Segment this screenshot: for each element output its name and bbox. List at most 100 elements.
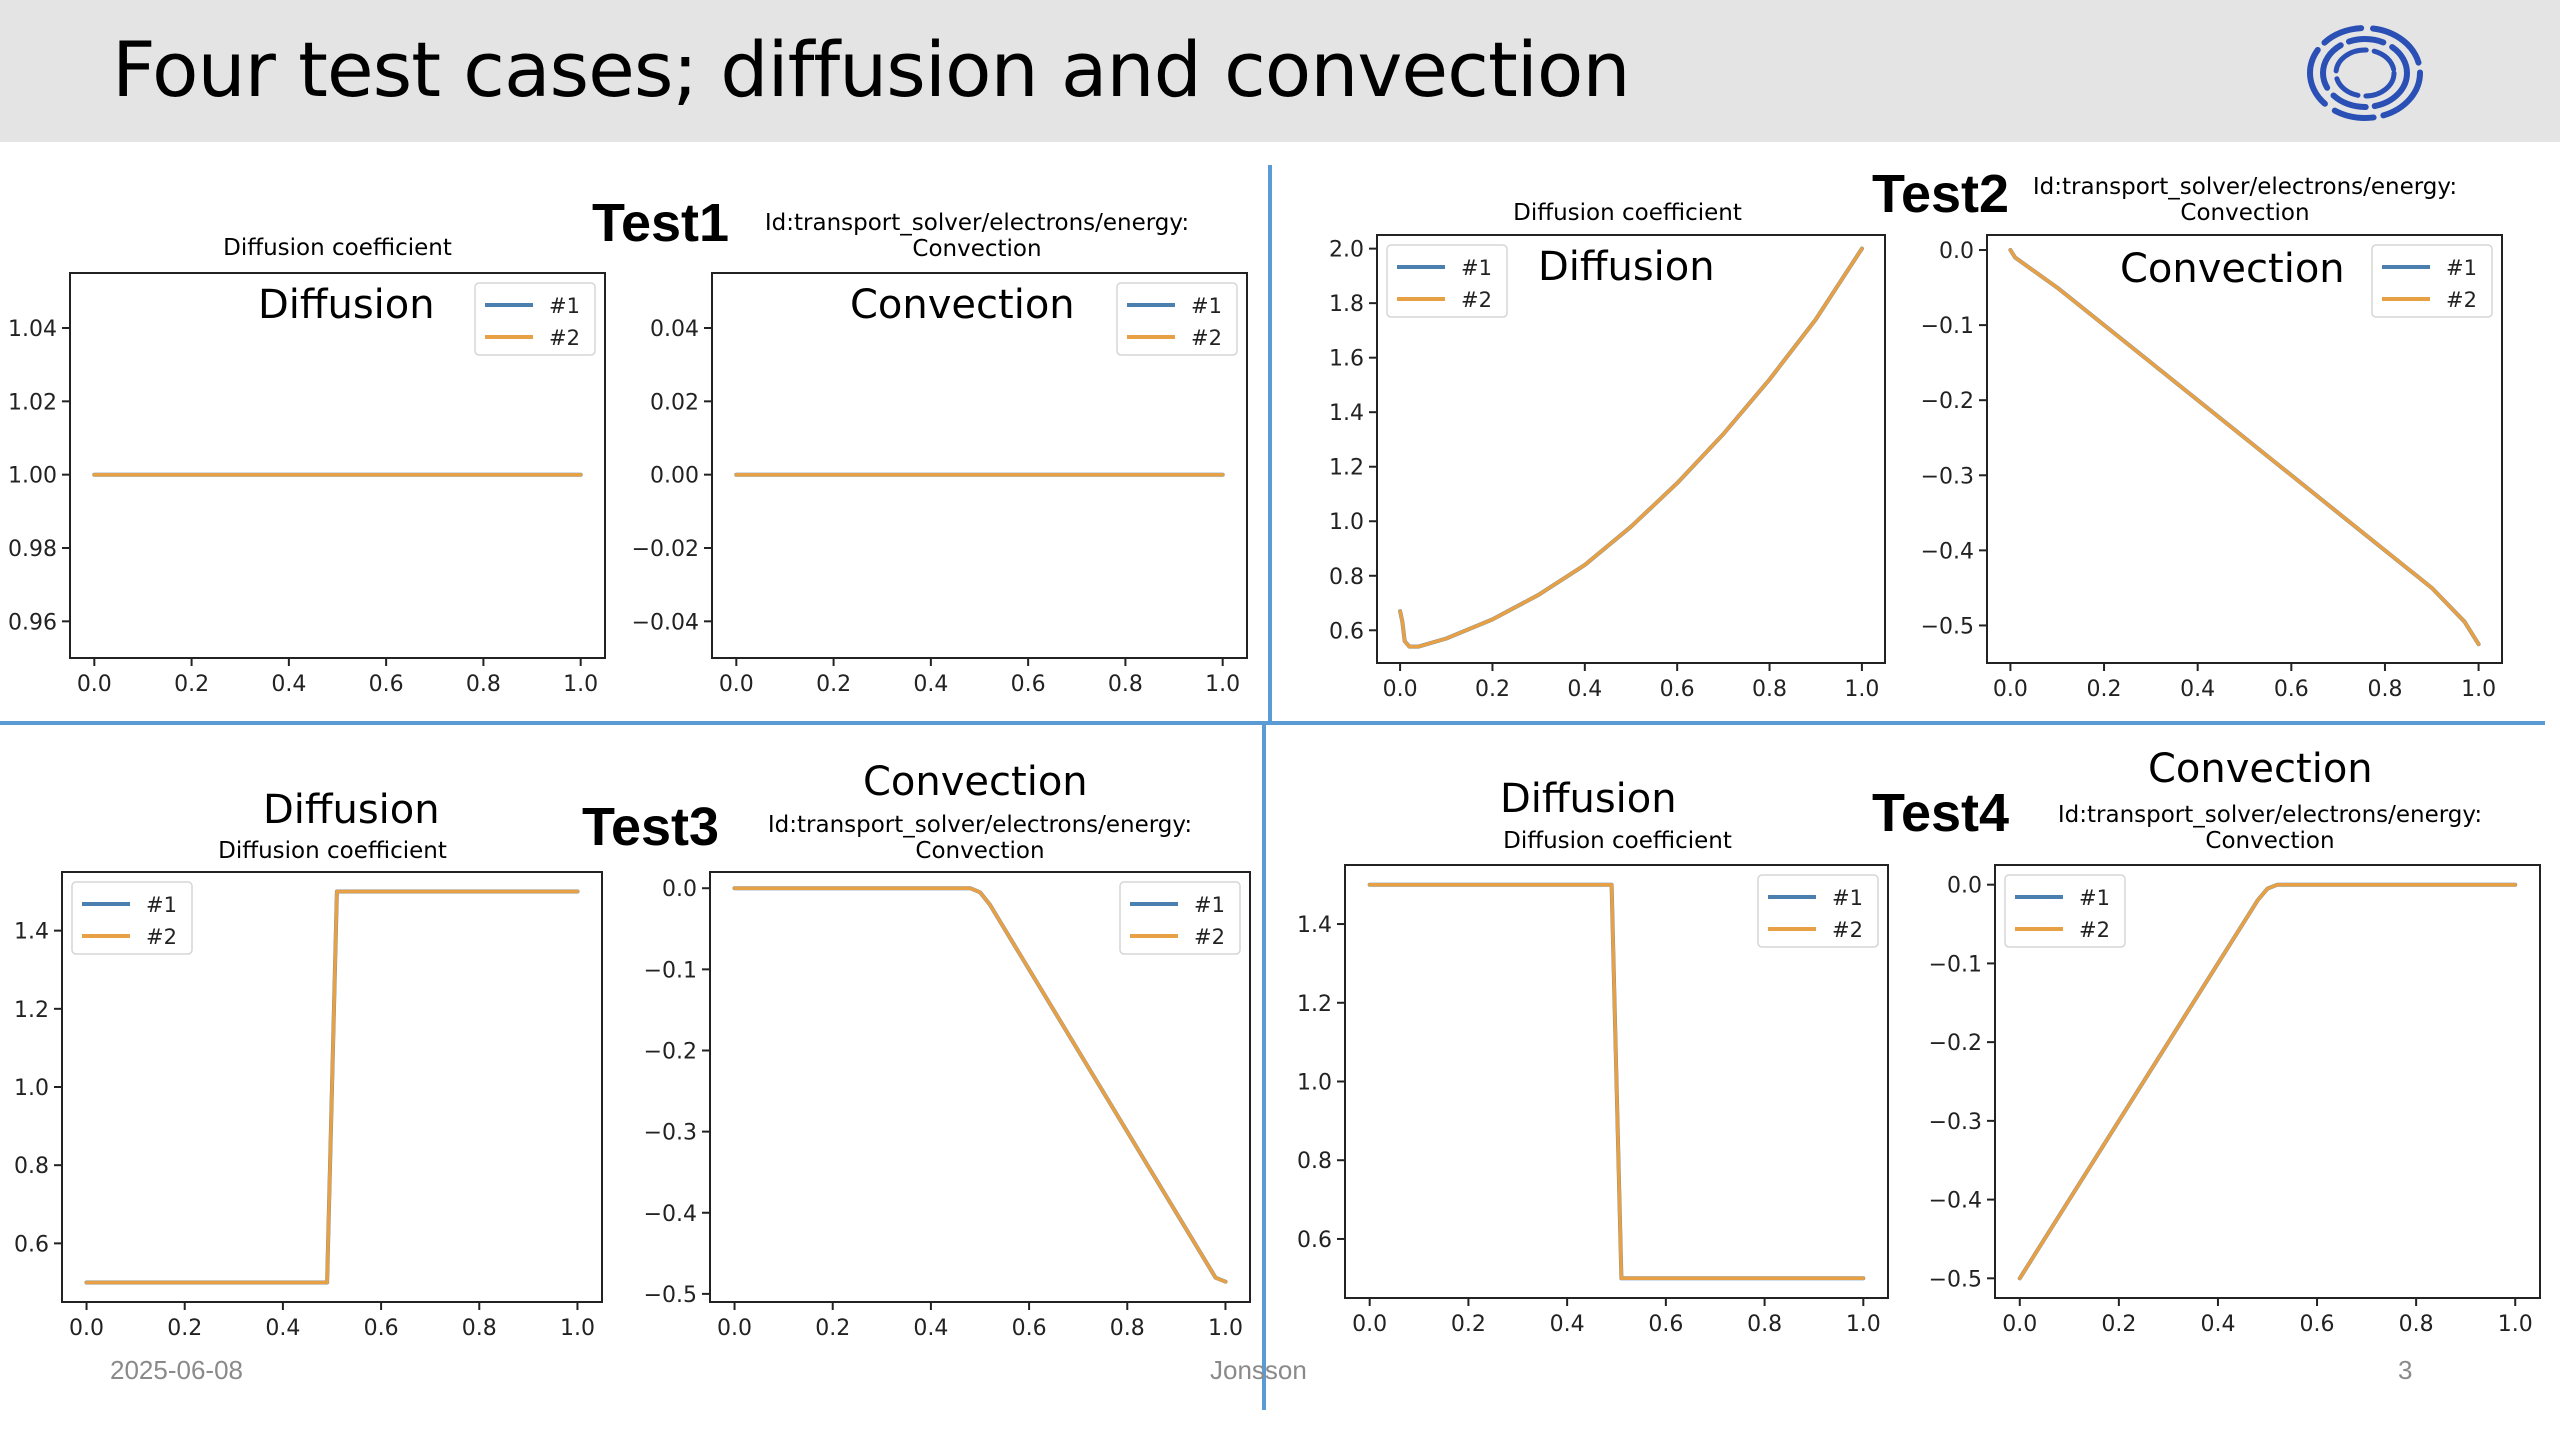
t3_diff-xtick-label: 0.4 [265,1316,300,1341]
t2_diff-ytick-label: 1.6 [1329,347,1364,372]
t2_diff-ytick-label: 1.0 [1329,510,1364,535]
t4_conv-ytick-label: −0.4 [1929,1189,1982,1214]
t2_diff-ytick-label: 1.4 [1329,401,1364,426]
t2_conv-xtick-label: 0.2 [2087,677,2122,702]
t2_conv-legend-label: #2 [2446,288,2477,312]
t1-convection-ids-line1: Id:transport_solver/electrons/energy: [764,210,1190,236]
t1_conv-xtick-label: 0.2 [816,672,851,697]
t2_conv-ytick-label: 0.0 [1939,239,1974,264]
t4_diff-xtick-label: 0.8 [1747,1312,1782,1337]
t4_conv-ytick-label: −0.3 [1929,1110,1982,1135]
t1_diff-xtick-label: 0.6 [369,672,404,697]
t2_diff-legend-label: #2 [1461,288,1492,312]
t4-convection-heading: Convection [2148,746,2373,792]
t2_diff-xtick-label: 0.8 [1752,677,1787,702]
t1_conv-xtick-label: 0.6 [1011,672,1046,697]
t1_diff-xtick-label: 1.0 [563,672,598,697]
t2_conv-ytick-label: −0.4 [1921,539,1974,564]
t2_conv-series-2-line [2008,248,2481,646]
test3-label: Test3 [582,797,720,857]
page-number: 3 [2398,1355,2413,1385]
t2_diff-chart: 0.0 0.2 0.4 0.6 0.8 1.0 0.6 0.8 1.0 1.2 1.4 1.6 1.8 2… [1329,234,1886,702]
t2_diff-legend-label: #1 [1461,256,1492,280]
t1-convection-ids: Id:transport_solver/electrons/energy: Co… [752,210,1202,262]
t3_diff-xtick-label: 0.0 [69,1316,104,1341]
t4_diff-ytick-label: 0.6 [1297,1228,1332,1253]
t2-convection-ids-line1: Id:transport_solver/electrons/energy: [2032,174,2458,200]
t1_diff-legend-label: #2 [549,326,580,350]
t1_diff-ytick-label: 1.00 [8,464,57,489]
t1_diff-ytick-label: 1.02 [8,390,57,415]
ring-logo-icon [2307,25,2423,121]
t4_diff-ytick-label: 1.0 [1297,1071,1332,1096]
t4_conv-ytick-label: −0.5 [1929,1267,1982,1292]
t3_diff-ytick-label: 1.2 [14,998,49,1023]
t4_diff-legend-label: #2 [1832,918,1863,942]
t1_diff-xtick-label: 0.2 [174,672,209,697]
t3_diff-xtick-label: 0.2 [167,1316,202,1341]
t4_conv-xtick-label: 0.6 [2300,1312,2335,1337]
title-bar [0,0,2560,142]
t4_diff-ytick-label: 1.4 [1297,913,1332,938]
t4_diff-series-2-line [1367,882,1866,1281]
t3-convection-ids-line1: Id:transport_solver/electrons/energy: [767,812,1193,838]
t1-diffusion-inlay: Diffusion [258,282,435,328]
t1_conv-ytick-label: 0.02 [650,390,699,415]
horizontal-divider [0,721,2545,725]
t1_diff-legend-label: #1 [549,294,580,318]
t3_diff-ytick-label: 0.6 [14,1232,49,1257]
t4_conv-xtick-label: 1.0 [2498,1312,2533,1337]
t3_conv-legend-label: #2 [1194,925,1225,949]
t3_conv-xtick-label: 0.6 [1012,1316,1047,1341]
t2_diff-xtick-label: 0.0 [1383,677,1418,702]
t1_diff-chart: 0.0 0.2 0.4 0.6 0.8 1.0 0.96 0.98 1.00 1.02 1.04 #1… [8,272,606,697]
t3_conv-ytick-label: 0.0 [662,877,697,902]
t3-convection-heading: Convection [863,759,1088,805]
t3_conv-ytick-label: −0.5 [644,1283,697,1308]
t2_conv-legend-label: #1 [2446,256,2477,280]
t2-convection-inlay: Convection [2120,246,2345,292]
t2_conv-chart: 0.0 0.2 0.4 0.6 0.8 1.0 −0.5 −0.4 −0.3 −0.2 −0.1 0.… [1921,234,2503,702]
t4_conv-legend-label: #2 [2079,918,2110,942]
t1-convection-ids-line2: Convection [912,236,1042,262]
footer-author: Jonsson [1210,1355,1307,1385]
t4_conv-ytick-label: 0.0 [1947,874,1982,899]
t1_conv-xtick-label: 0.8 [1108,672,1143,697]
t4_diff-chart: 0.0 0.2 0.4 0.6 0.8 1.0 0.6 0.8 1.0 1.2 1.4 #1 #2 [1297,864,1889,1337]
t2_diff-xtick-label: 0.2 [1475,677,1510,702]
t4_conv-ytick-label: −0.1 [1929,952,1982,977]
t3-diffusion-heading: Diffusion [263,787,440,833]
t2-convection-ids-line2: Convection [2180,200,2310,226]
t2_diff-ytick-label: 1.8 [1329,292,1364,317]
t3_diff-ytick-label: 1.0 [14,1076,49,1101]
t2_diff-xtick-label: 1.0 [1844,677,1879,702]
t4-diffusion-heading: Diffusion [1500,776,1677,822]
t3_conv-xtick-label: 0.2 [815,1316,850,1341]
t3_conv-xtick-label: 1.0 [1208,1316,1243,1341]
t3_diff-xtick-label: 0.8 [462,1316,497,1341]
t2-diffusion-caption: Diffusion coefficient [1513,200,1742,226]
t2_diff-ytick-label: 1.2 [1329,456,1364,481]
t2_diff-ytick-label: 2.0 [1329,238,1364,263]
t1_conv-xtick-label: 0.0 [719,672,754,697]
t4_diff-xtick-label: 0.6 [1648,1312,1683,1337]
t3_diff-ytick-label: 1.4 [14,920,49,945]
t2_conv-xtick-label: 1.0 [2461,677,2496,702]
t4-convection-ids: Id:transport_solver/electrons/energy: Co… [2045,802,2495,854]
t3_conv-xtick-label: 0.0 [717,1316,752,1341]
slide-title: Four test cases; diffusion and convectio… [112,25,1631,114]
t4_diff-xtick-label: 0.2 [1451,1312,1486,1337]
t1_conv-xtick-label: 0.4 [913,672,948,697]
t3-convection-ids: Id:transport_solver/electrons/energy: Co… [755,812,1205,864]
t1_diff-ytick-label: 0.96 [8,610,57,635]
t2_conv-ytick-label: −0.1 [1921,314,1974,339]
t2_conv-xtick-label: 0.4 [2180,677,2215,702]
t2_conv-ytick-label: −0.2 [1921,389,1974,414]
t2_diff-xtick-label: 0.6 [1660,677,1695,702]
t2_conv-ytick-label: −0.3 [1921,464,1974,489]
test2-label: Test2 [1872,164,2010,224]
t3_conv-legend-label: #1 [1194,893,1225,917]
t2-convection-ids: Id:transport_solver/electrons/energy: Co… [2020,174,2470,226]
t2_conv-ytick-label: −0.5 [1921,614,1974,639]
